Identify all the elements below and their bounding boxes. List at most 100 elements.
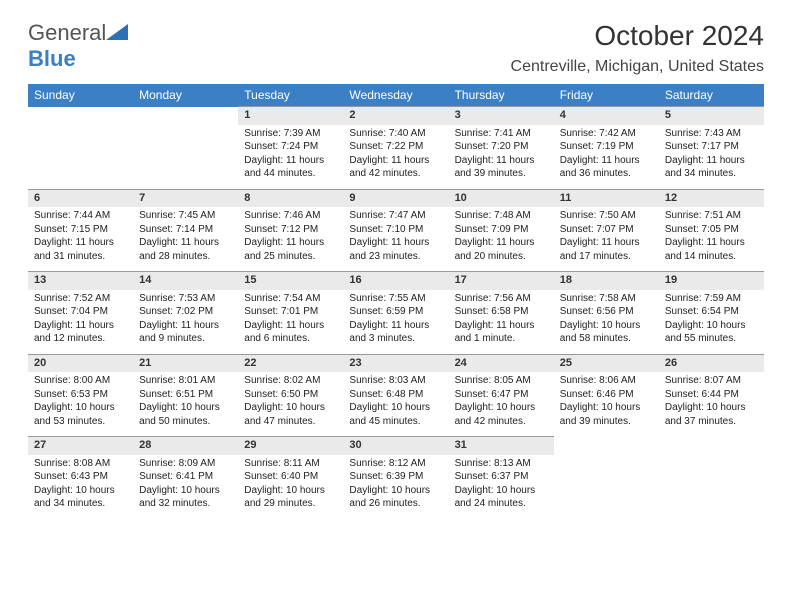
sunset-line: Sunset: 7:14 PM: [139, 223, 232, 237]
sunrise-line: Sunrise: 7:44 AM: [34, 209, 127, 223]
day-number-cell: 31: [449, 437, 554, 455]
day-number-cell: 2: [343, 107, 448, 125]
logo-triangle-icon: [106, 24, 128, 40]
day-number-cell: 25: [554, 354, 659, 372]
title-block: October 2024 Centreville, Michigan, Unit…: [511, 20, 764, 76]
sunset-line: Sunset: 6:59 PM: [349, 305, 442, 319]
sunrise-line: Sunrise: 8:05 AM: [455, 374, 548, 388]
daylight-line: Daylight: 11 hours and 1 minute.: [455, 319, 548, 346]
sunrise-line: Sunrise: 8:06 AM: [560, 374, 653, 388]
daylight-line: Daylight: 11 hours and 6 minutes.: [244, 319, 337, 346]
day-number-cell: [554, 437, 659, 455]
sunset-line: Sunset: 6:58 PM: [455, 305, 548, 319]
page-title: October 2024: [511, 20, 764, 52]
day-number-cell: 5: [659, 107, 764, 125]
sunset-line: Sunset: 7:24 PM: [244, 140, 337, 154]
day-number-row: 12345: [28, 107, 764, 125]
day-content-cell: Sunrise: 8:07 AMSunset: 6:44 PMDaylight:…: [659, 372, 764, 437]
day-number-cell: 16: [343, 272, 448, 290]
day-content-cell: Sunrise: 7:46 AMSunset: 7:12 PMDaylight:…: [238, 207, 343, 272]
day-number-cell: 30: [343, 437, 448, 455]
day-content-cell: Sunrise: 8:05 AMSunset: 6:47 PMDaylight:…: [449, 372, 554, 437]
day-header: Friday: [554, 84, 659, 107]
day-content-cell: Sunrise: 7:43 AMSunset: 7:17 PMDaylight:…: [659, 125, 764, 190]
daylight-line: Daylight: 11 hours and 34 minutes.: [665, 154, 758, 181]
day-header-row: SundayMondayTuesdayWednesdayThursdayFrid…: [28, 84, 764, 107]
day-content-cell: Sunrise: 7:40 AMSunset: 7:22 PMDaylight:…: [343, 125, 448, 190]
day-number-cell: 28: [133, 437, 238, 455]
day-content-cell: Sunrise: 8:02 AMSunset: 6:50 PMDaylight:…: [238, 372, 343, 437]
sunrise-line: Sunrise: 7:46 AM: [244, 209, 337, 223]
sunset-line: Sunset: 7:04 PM: [34, 305, 127, 319]
daylight-line: Daylight: 10 hours and 50 minutes.: [139, 401, 232, 428]
sunrise-line: Sunrise: 7:50 AM: [560, 209, 653, 223]
day-content-cell: Sunrise: 7:58 AMSunset: 6:56 PMDaylight:…: [554, 290, 659, 355]
day-number-row: 13141516171819: [28, 272, 764, 290]
day-number-cell: 7: [133, 189, 238, 207]
sunset-line: Sunset: 6:39 PM: [349, 470, 442, 484]
sunset-line: Sunset: 6:43 PM: [34, 470, 127, 484]
sunset-line: Sunset: 6:41 PM: [139, 470, 232, 484]
sunset-line: Sunset: 6:51 PM: [139, 388, 232, 402]
sunrise-line: Sunrise: 8:00 AM: [34, 374, 127, 388]
sunset-line: Sunset: 7:07 PM: [560, 223, 653, 237]
daylight-line: Daylight: 11 hours and 42 minutes.: [349, 154, 442, 181]
daylight-line: Daylight: 10 hours and 26 minutes.: [349, 484, 442, 511]
day-number-row: 20212223242526: [28, 354, 764, 372]
daylight-line: Daylight: 11 hours and 44 minutes.: [244, 154, 337, 181]
day-number-cell: 14: [133, 272, 238, 290]
sunrise-line: Sunrise: 8:13 AM: [455, 457, 548, 471]
day-content-cell: Sunrise: 8:03 AMSunset: 6:48 PMDaylight:…: [343, 372, 448, 437]
sunset-line: Sunset: 6:53 PM: [34, 388, 127, 402]
daylight-line: Daylight: 11 hours and 36 minutes.: [560, 154, 653, 181]
daylight-line: Daylight: 11 hours and 20 minutes.: [455, 236, 548, 263]
day-content-cell: Sunrise: 7:41 AMSunset: 7:20 PMDaylight:…: [449, 125, 554, 190]
day-header: Saturday: [659, 84, 764, 107]
daylight-line: Daylight: 10 hours and 53 minutes.: [34, 401, 127, 428]
sunrise-line: Sunrise: 7:59 AM: [665, 292, 758, 306]
sunrise-line: Sunrise: 7:52 AM: [34, 292, 127, 306]
sunset-line: Sunset: 7:15 PM: [34, 223, 127, 237]
sunrise-line: Sunrise: 7:47 AM: [349, 209, 442, 223]
sunset-line: Sunset: 7:19 PM: [560, 140, 653, 154]
sunset-line: Sunset: 6:46 PM: [560, 388, 653, 402]
day-number-row: 6789101112: [28, 189, 764, 207]
day-content-cell: Sunrise: 8:12 AMSunset: 6:39 PMDaylight:…: [343, 455, 448, 519]
day-number-cell: [28, 107, 133, 125]
sunset-line: Sunset: 6:54 PM: [665, 305, 758, 319]
day-content-cell: Sunrise: 7:51 AMSunset: 7:05 PMDaylight:…: [659, 207, 764, 272]
sunrise-line: Sunrise: 8:07 AM: [665, 374, 758, 388]
sunrise-line: Sunrise: 7:51 AM: [665, 209, 758, 223]
day-number-cell: 15: [238, 272, 343, 290]
day-number-cell: 24: [449, 354, 554, 372]
sunset-line: Sunset: 6:37 PM: [455, 470, 548, 484]
daylight-line: Daylight: 11 hours and 39 minutes.: [455, 154, 548, 181]
day-content-cell: Sunrise: 8:08 AMSunset: 6:43 PMDaylight:…: [28, 455, 133, 519]
day-content-cell: [133, 125, 238, 190]
logo-text: General Blue: [28, 20, 128, 72]
sunset-line: Sunset: 7:22 PM: [349, 140, 442, 154]
day-number-cell: 12: [659, 189, 764, 207]
sunrise-line: Sunrise: 7:53 AM: [139, 292, 232, 306]
sunrise-line: Sunrise: 8:11 AM: [244, 457, 337, 471]
sunrise-line: Sunrise: 7:55 AM: [349, 292, 442, 306]
sunset-line: Sunset: 6:40 PM: [244, 470, 337, 484]
daylight-line: Daylight: 10 hours and 39 minutes.: [560, 401, 653, 428]
day-number-cell: 4: [554, 107, 659, 125]
day-number-cell: 1: [238, 107, 343, 125]
calendar-table: SundayMondayTuesdayWednesdayThursdayFrid…: [28, 84, 764, 519]
day-content-cell: Sunrise: 8:06 AMSunset: 6:46 PMDaylight:…: [554, 372, 659, 437]
sunset-line: Sunset: 7:10 PM: [349, 223, 442, 237]
daylight-line: Daylight: 11 hours and 25 minutes.: [244, 236, 337, 263]
logo-part2: Blue: [28, 46, 76, 71]
sunrise-line: Sunrise: 7:45 AM: [139, 209, 232, 223]
daylight-line: Daylight: 10 hours and 58 minutes.: [560, 319, 653, 346]
day-content-cell: [554, 455, 659, 519]
day-number-cell: 13: [28, 272, 133, 290]
day-number-cell: 21: [133, 354, 238, 372]
sunrise-line: Sunrise: 7:56 AM: [455, 292, 548, 306]
day-content-cell: [659, 455, 764, 519]
sunrise-line: Sunrise: 7:43 AM: [665, 127, 758, 141]
day-number-cell: 3: [449, 107, 554, 125]
daylight-line: Daylight: 10 hours and 42 minutes.: [455, 401, 548, 428]
